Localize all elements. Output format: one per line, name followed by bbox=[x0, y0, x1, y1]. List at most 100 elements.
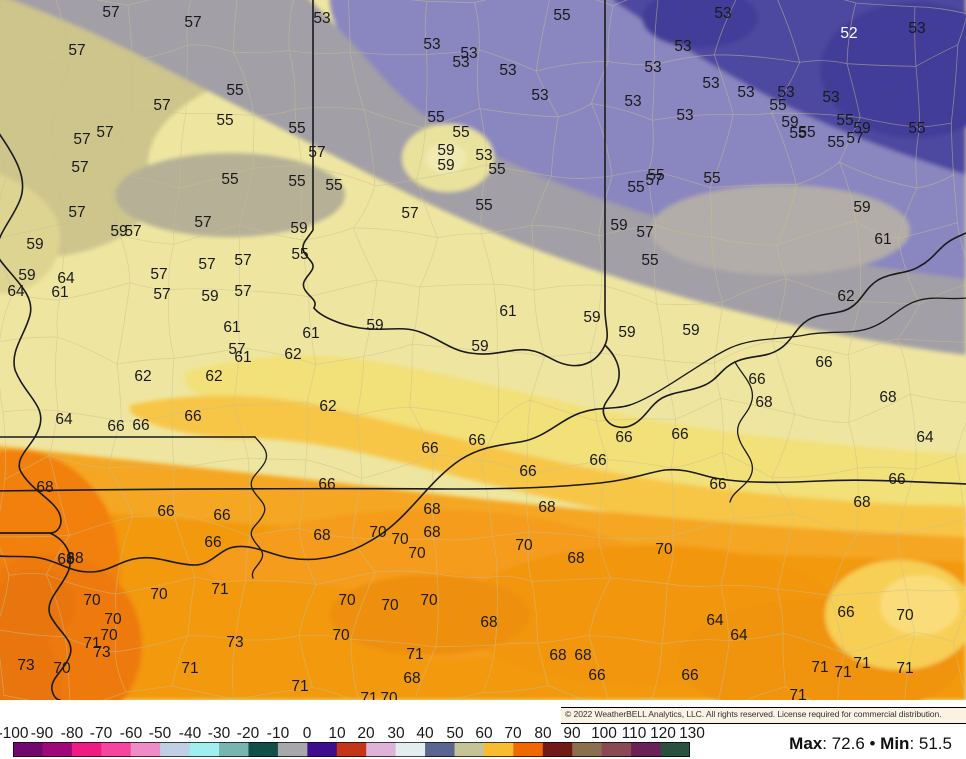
svg-text:-60: -60 bbox=[120, 725, 143, 742]
svg-text:55: 55 bbox=[291, 246, 308, 263]
svg-text:55: 55 bbox=[553, 7, 570, 24]
svg-text:66: 66 bbox=[204, 534, 221, 551]
svg-text:55: 55 bbox=[798, 124, 815, 141]
svg-text:71: 71 bbox=[789, 687, 806, 700]
svg-text:120: 120 bbox=[650, 725, 676, 742]
svg-text:-100: -100 bbox=[0, 725, 29, 742]
svg-text:30: 30 bbox=[387, 725, 405, 742]
svg-text:59: 59 bbox=[290, 220, 307, 237]
svg-text:68: 68 bbox=[567, 550, 584, 567]
svg-text:66: 66 bbox=[709, 476, 726, 493]
svg-text:55: 55 bbox=[475, 197, 492, 214]
svg-text:70: 70 bbox=[83, 592, 101, 609]
svg-text:68: 68 bbox=[403, 670, 420, 687]
svg-text:55: 55 bbox=[452, 124, 469, 141]
svg-text:71: 71 bbox=[834, 664, 851, 681]
svg-text:66: 66 bbox=[615, 429, 632, 446]
svg-text:61: 61 bbox=[234, 349, 251, 366]
svg-text:55: 55 bbox=[827, 134, 844, 151]
svg-text:57: 57 bbox=[68, 204, 85, 221]
svg-text:59: 59 bbox=[437, 157, 454, 174]
svg-text:73: 73 bbox=[17, 657, 34, 674]
svg-text:71: 71 bbox=[406, 646, 423, 663]
svg-text:55: 55 bbox=[908, 120, 925, 137]
svg-text:57: 57 bbox=[153, 286, 170, 303]
svg-text:68: 68 bbox=[36, 479, 53, 496]
svg-text:70: 70 bbox=[53, 660, 71, 677]
svg-text:70: 70 bbox=[104, 611, 122, 628]
svg-text:55: 55 bbox=[288, 120, 305, 137]
svg-text:68: 68 bbox=[313, 527, 330, 544]
svg-text:10: 10 bbox=[328, 725, 346, 742]
svg-text:66: 66 bbox=[681, 667, 698, 684]
svg-text:53: 53 bbox=[674, 38, 691, 55]
svg-text:53: 53 bbox=[908, 20, 925, 37]
svg-text:66: 66 bbox=[589, 452, 606, 469]
svg-text:55: 55 bbox=[703, 170, 720, 187]
svg-text:57: 57 bbox=[150, 266, 167, 283]
svg-text:70: 70 bbox=[420, 592, 438, 609]
svg-text:53: 53 bbox=[531, 87, 548, 104]
svg-text:66: 66 bbox=[421, 440, 438, 457]
svg-text:55: 55 bbox=[325, 177, 342, 194]
svg-text:64: 64 bbox=[706, 612, 724, 629]
svg-text:66: 66 bbox=[468, 432, 485, 449]
svg-text:53: 53 bbox=[423, 36, 440, 53]
svg-text:66: 66 bbox=[815, 354, 832, 371]
svg-text:55: 55 bbox=[769, 97, 786, 114]
svg-text:50: 50 bbox=[446, 725, 464, 742]
svg-text:55: 55 bbox=[641, 252, 658, 269]
svg-text:55: 55 bbox=[288, 173, 305, 190]
svg-text:53: 53 bbox=[499, 62, 516, 79]
svg-text:68: 68 bbox=[853, 494, 870, 511]
svg-text:66: 66 bbox=[888, 471, 905, 488]
svg-text:-20: -20 bbox=[237, 725, 260, 742]
svg-text:70: 70 bbox=[369, 524, 387, 541]
svg-text:57: 57 bbox=[73, 131, 90, 148]
svg-text:57: 57 bbox=[153, 97, 170, 114]
svg-text:64: 64 bbox=[7, 283, 25, 300]
svg-text:66: 66 bbox=[748, 371, 765, 388]
svg-text:61: 61 bbox=[874, 231, 891, 248]
svg-text:66: 66 bbox=[213, 507, 230, 524]
svg-text:59: 59 bbox=[618, 324, 635, 341]
svg-text:53: 53 bbox=[737, 84, 754, 101]
svg-text:90: 90 bbox=[563, 725, 581, 742]
svg-text:66: 66 bbox=[519, 463, 536, 480]
svg-text:57: 57 bbox=[102, 4, 119, 21]
svg-text:61: 61 bbox=[223, 319, 240, 336]
svg-text:57: 57 bbox=[645, 172, 662, 189]
svg-text:66: 66 bbox=[132, 417, 149, 434]
svg-text:-70: -70 bbox=[90, 725, 113, 742]
svg-text:130: 130 bbox=[679, 725, 705, 742]
svg-text:70: 70 bbox=[338, 592, 356, 609]
svg-text:71: 71 bbox=[896, 660, 913, 677]
svg-text:70: 70 bbox=[655, 541, 673, 558]
svg-text:68: 68 bbox=[423, 524, 440, 541]
svg-text:59: 59 bbox=[853, 199, 870, 216]
svg-text:71: 71 bbox=[291, 678, 308, 695]
svg-text:70: 70 bbox=[381, 597, 399, 614]
svg-text:68: 68 bbox=[538, 499, 555, 516]
svg-text:57: 57 bbox=[234, 283, 251, 300]
svg-text:70: 70 bbox=[896, 607, 914, 624]
svg-text:66: 66 bbox=[157, 503, 174, 520]
svg-text:40: 40 bbox=[416, 725, 434, 742]
svg-text:57: 57 bbox=[846, 130, 863, 147]
svg-text:59: 59 bbox=[18, 267, 35, 284]
svg-text:66: 66 bbox=[184, 408, 201, 425]
svg-text:59: 59 bbox=[610, 217, 627, 234]
svg-text:57: 57 bbox=[68, 42, 85, 59]
svg-text:57: 57 bbox=[96, 124, 113, 141]
svg-text:80: 80 bbox=[534, 725, 552, 742]
svg-text:62: 62 bbox=[319, 398, 336, 415]
svg-text:53: 53 bbox=[460, 45, 477, 62]
svg-text:64: 64 bbox=[55, 411, 73, 428]
svg-text:59: 59 bbox=[366, 317, 383, 334]
svg-text:55: 55 bbox=[221, 171, 238, 188]
svg-text:68: 68 bbox=[755, 394, 772, 411]
svg-text:57: 57 bbox=[198, 256, 215, 273]
svg-text:62: 62 bbox=[837, 288, 854, 305]
svg-text:70: 70 bbox=[100, 627, 118, 644]
svg-text:71: 71 bbox=[211, 581, 228, 598]
